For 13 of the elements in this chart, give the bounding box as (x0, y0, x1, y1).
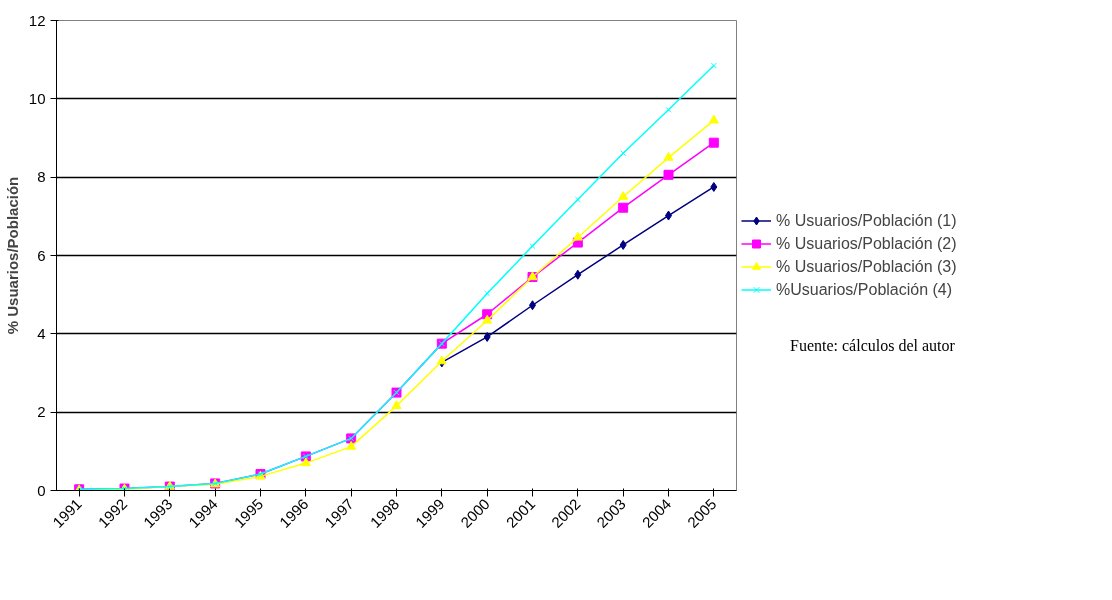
y-tick-label: 4 (37, 324, 46, 342)
legend-label: % Usuarios/Población (1) (776, 211, 957, 230)
legend-label: %Usuarios/Población (4) (776, 280, 953, 299)
y-tick-label: 12 (28, 11, 46, 29)
y-tick-label: 10 (28, 89, 46, 107)
legend-label: % Usuarios/Población (2) (776, 234, 957, 253)
legend-label: % Usuarios/Población (3) (776, 257, 957, 276)
y-tick-label: 2 (37, 403, 46, 421)
y-axis-title: % Usuarios/Población (3, 176, 21, 335)
y-tick-label: 8 (37, 168, 46, 186)
source-note: Fuente: cálculos del autor (790, 336, 955, 356)
y-tick-label: 6 (37, 246, 46, 264)
y-tick-label: 0 (37, 481, 46, 499)
